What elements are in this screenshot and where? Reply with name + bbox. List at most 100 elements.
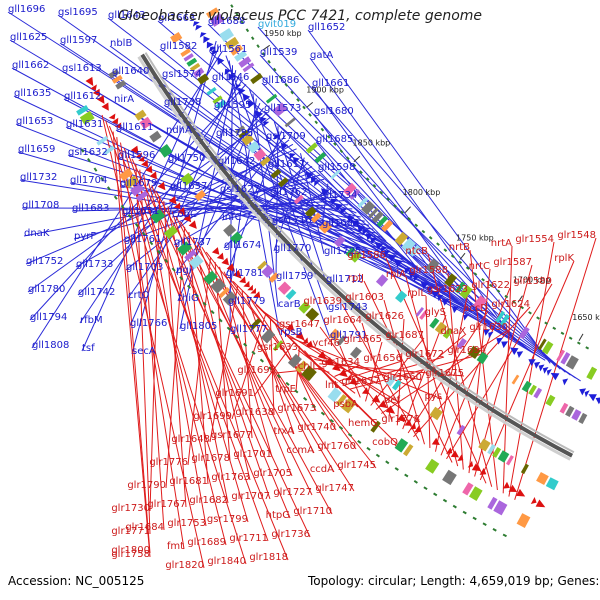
reverse-gene-label: glyS	[425, 307, 446, 318]
outer-gc-ring	[296, 98, 300, 102]
outer-gc-ring	[528, 311, 532, 315]
forward-gene-label: gll1653	[16, 116, 53, 127]
reverse-gene-label: glr1626	[365, 311, 404, 322]
reverse-gene-label: glr1664	[323, 315, 362, 326]
forward-gene-arrow	[588, 394, 597, 402]
forward-gene-label: pyrF	[74, 231, 96, 242]
forward-gene-label: gll1805	[180, 321, 217, 332]
forward-gene-label: gll1781	[226, 268, 263, 279]
forward-gene-label: gll1597	[60, 35, 97, 46]
reverse-gene-label: pys	[425, 391, 442, 402]
forward-gene-label: gll1582	[160, 41, 197, 52]
red-leader-line	[147, 180, 249, 523]
cog-category-ring-outer	[473, 295, 488, 310]
reverse-gene-label: glr1589	[513, 276, 552, 287]
reverse-gene-label: dnaX	[440, 326, 466, 337]
blue-leader-line	[309, 57, 516, 342]
cog-category-ring-forward	[419, 309, 429, 320]
forward-gene-arrow	[260, 116, 267, 124]
blue-leader-line	[300, 153, 325, 255]
forward-gene-arrow	[426, 286, 434, 293]
cog-category-ring-inner	[184, 249, 197, 261]
reverse-gene-label: glr1678	[191, 453, 230, 464]
forward-gene-arrow	[550, 372, 560, 381]
kbp-tick	[262, 44, 270, 51]
outer-gc-ring	[568, 336, 573, 340]
cog-category-ring-reverse	[230, 231, 243, 245]
reverse-gene-label: glr1820	[165, 560, 204, 571]
outer-gc-ring	[450, 254, 455, 258]
outer-gc-ring	[256, 44, 260, 48]
reverse-gene-arrow	[226, 263, 236, 272]
forward-gene-label: gll1734	[320, 190, 357, 201]
outer-gc-ring	[314, 120, 318, 125]
kbp-tick-label: 1750 kbp	[456, 234, 494, 243]
blue-leader-line	[259, 54, 521, 346]
cog-category-ring-outer	[238, 56, 252, 68]
reverse-gene-label: glr1639	[303, 296, 342, 307]
cog-category-ring-reverse	[194, 189, 207, 202]
reverse-gene-arrow	[530, 497, 537, 504]
cog-category-ring-forward	[521, 380, 532, 393]
forward-gene-label: gsl1716	[272, 215, 312, 226]
reverse-gene-arrow	[378, 400, 388, 409]
forward-gene-label: rfbM	[80, 315, 103, 326]
outer-gc-ring	[273, 67, 277, 72]
outer-gc-ring	[352, 163, 357, 168]
cog-category-ring-outer	[518, 326, 530, 340]
red-leader-line	[479, 260, 575, 481]
forward-gene-arrow	[534, 361, 541, 369]
red-leader-line	[163, 201, 187, 508]
cog-category-ring-reverse	[261, 264, 275, 278]
cog-category-ring-inner	[341, 398, 356, 414]
outer-gc-ring	[552, 326, 557, 330]
cog-category-ring-reverse	[223, 223, 237, 237]
inner-gc-ring	[311, 404, 317, 409]
cog-category-ring-reverse	[139, 116, 153, 130]
reverse-gene-arrow	[302, 337, 308, 344]
reverse-gene-label: glr1630	[469, 322, 508, 333]
reverse-gene-arrow	[211, 247, 220, 255]
reverse-gene-label: glr1699	[193, 411, 232, 422]
reverse-gene-label: gsr1647	[279, 319, 320, 330]
reverse-gene-label: glr1637	[341, 376, 380, 387]
cog-category-ring-forward	[186, 57, 198, 67]
inner-gc-ring	[375, 453, 380, 458]
blue-leader-line	[275, 126, 279, 280]
cog-category-ring-inner	[188, 254, 204, 270]
inner-gc-ring	[142, 232, 146, 237]
reverse-gene-arrow	[157, 181, 166, 191]
cog-category-ring-reverse	[545, 477, 559, 491]
accession-text: Accession: NC_005125	[8, 574, 145, 588]
forward-gene-label: gll1708	[22, 200, 59, 211]
cog-category-ring-inner	[260, 328, 276, 344]
cog-category-ring-outer	[394, 231, 409, 246]
topology-text: Topology: circular; Length: 4,659,019 bp…	[308, 574, 600, 588]
forward-gene-label: nblB	[110, 38, 132, 49]
cog-category-ring-inner	[272, 340, 284, 352]
red-leader-line	[112, 131, 151, 558]
reverse-gene-label: gsr1633	[257, 342, 298, 353]
reverse-gene-arrow	[397, 413, 407, 422]
reverse-gene-label: gsr1799	[207, 514, 248, 525]
red-leader-line	[284, 332, 401, 404]
forward-gene-label: gll1674	[224, 240, 261, 251]
reverse-gene-arrow	[232, 269, 242, 279]
outer-gc-ring	[421, 229, 426, 234]
inner-gc-ring	[87, 158, 91, 163]
forward-gene-arrow	[510, 347, 519, 355]
forward-gene-arrow	[224, 68, 232, 75]
cog-category-ring-reverse	[456, 424, 466, 436]
forward-gene-label: gll1662	[12, 60, 49, 71]
inner-gc-ring	[194, 293, 199, 298]
red-leader-line	[363, 280, 453, 463]
inner-gc-ring	[347, 433, 353, 437]
blue-leader-line	[11, 67, 511, 339]
reverse-gene-label: glr1763	[211, 472, 250, 483]
cog-category-ring-outer	[230, 44, 244, 56]
reverse-gene-label: psbA	[333, 399, 358, 410]
cog-category-ring-inner	[130, 182, 145, 197]
red-leader-line	[402, 314, 447, 430]
forward-gene-label: carB	[278, 299, 301, 310]
